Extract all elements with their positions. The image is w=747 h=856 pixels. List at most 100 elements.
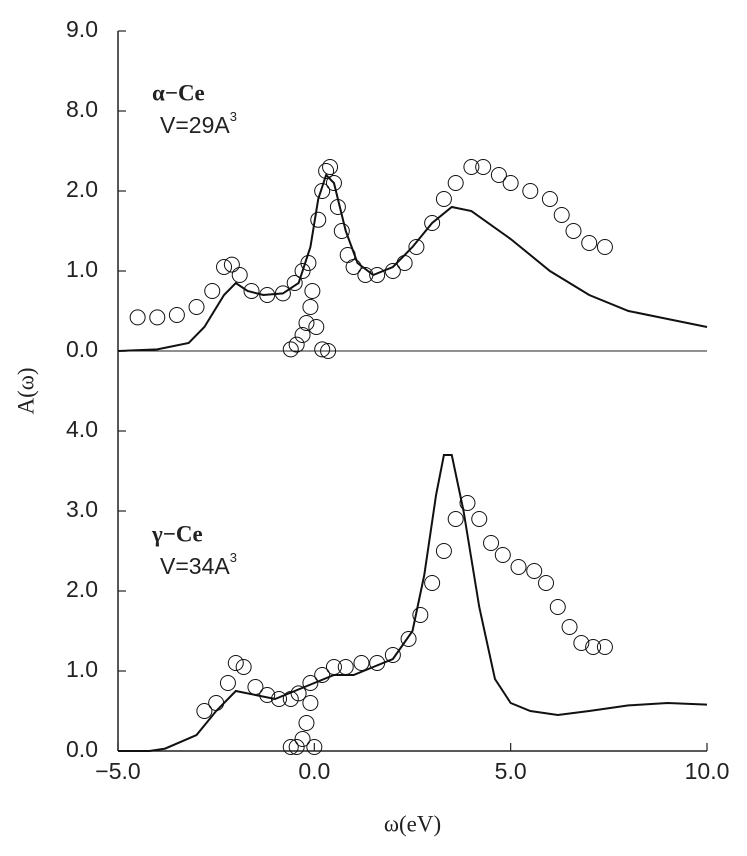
data-point [129, 309, 146, 326]
data-point [294, 263, 311, 279]
data-point [196, 703, 213, 719]
data-point [424, 215, 441, 231]
data-point [549, 599, 566, 615]
data-point [369, 655, 386, 671]
data-point [333, 223, 350, 239]
annotation-exponent: 3 [230, 550, 237, 565]
data-point [310, 211, 327, 228]
data-point [302, 675, 319, 691]
data-point [565, 223, 582, 239]
data-point [298, 715, 315, 731]
data-point [168, 307, 185, 323]
y-tick-label: 4.0 [66, 416, 98, 442]
data-point [259, 287, 276, 303]
data-point [282, 691, 299, 707]
data-point [288, 739, 305, 755]
annotation-volume: V=29A3 [160, 109, 237, 138]
data-point [353, 655, 370, 671]
data-point [320, 343, 337, 359]
y-axis-label: A(ω) [13, 367, 38, 414]
data-point [369, 267, 386, 283]
data-point [149, 309, 166, 326]
data-point [314, 667, 331, 683]
data-point [384, 263, 401, 279]
data-point [435, 191, 452, 207]
data-point [435, 543, 452, 559]
data-point [502, 175, 519, 191]
data-point [447, 511, 464, 527]
data-point [490, 167, 507, 183]
data-point [216, 259, 233, 275]
annotation-exponent: 3 [230, 109, 237, 124]
theory-line [118, 454, 708, 752]
data-point [585, 639, 602, 655]
data-point [294, 731, 311, 747]
annotation-label: γ−Ce [151, 521, 203, 546]
data-point [494, 547, 511, 563]
data-point [459, 495, 476, 511]
x-tick-label: 10.0 [685, 758, 730, 784]
data-point [325, 659, 342, 675]
data-point [522, 183, 539, 199]
data-point [308, 319, 325, 335]
data-point [306, 739, 323, 755]
data-point [282, 341, 299, 358]
data-point [259, 687, 276, 703]
data-point [247, 679, 264, 695]
data-point [314, 183, 331, 199]
data-point [384, 647, 401, 663]
x-axis-label: ω(eV) [384, 811, 441, 836]
data-point [290, 685, 307, 702]
data-point [235, 659, 252, 675]
data-point [538, 575, 555, 591]
data-point [553, 207, 570, 223]
y-tick-label: 1.0 [66, 256, 98, 282]
data-point [337, 659, 354, 675]
data-point [329, 199, 346, 215]
data-point [298, 315, 315, 331]
y-tick-label: 8.0 [66, 96, 98, 122]
data-point [463, 159, 480, 175]
data-point [314, 341, 331, 358]
annotation-volume-text: V=29A [160, 112, 230, 138]
data-point [231, 267, 248, 283]
y-tick-label: 9.0 [66, 16, 98, 42]
data-point [412, 607, 429, 623]
data-point [573, 635, 590, 651]
data-point [282, 739, 299, 755]
data-point [325, 175, 342, 191]
data-point [581, 235, 598, 251]
y-tick-label: 1.0 [66, 656, 98, 682]
data-point [408, 239, 425, 255]
data-point [471, 511, 488, 527]
data-point [483, 535, 500, 551]
data-point [302, 695, 319, 711]
data-point [400, 631, 417, 647]
data-point [322, 159, 339, 175]
data-point [288, 336, 305, 353]
data-point [339, 247, 356, 263]
y-tick-label: 0.0 [66, 336, 98, 362]
annotation-volume: V=34A3 [160, 550, 237, 579]
data-point [188, 299, 205, 315]
data-point [357, 267, 374, 283]
y-tick-label: 2.0 [66, 176, 98, 202]
data-point [596, 639, 613, 655]
x-tick-label: 5.0 [495, 758, 527, 784]
x-tick-label: 0.0 [298, 758, 330, 784]
data-point [227, 655, 244, 671]
data-point [304, 283, 321, 299]
data-point [526, 563, 543, 579]
annotation-label: α−Ce [152, 80, 205, 105]
data-point [294, 327, 311, 343]
data-point [243, 283, 260, 299]
data-point [510, 559, 527, 575]
data-point [475, 159, 492, 175]
data-point [345, 259, 362, 275]
x-tick-label: −5.0 [95, 758, 140, 784]
data-point [204, 283, 221, 299]
data-point [561, 619, 578, 635]
data-point [274, 285, 291, 302]
data-point [396, 255, 413, 271]
data-point [286, 275, 303, 291]
